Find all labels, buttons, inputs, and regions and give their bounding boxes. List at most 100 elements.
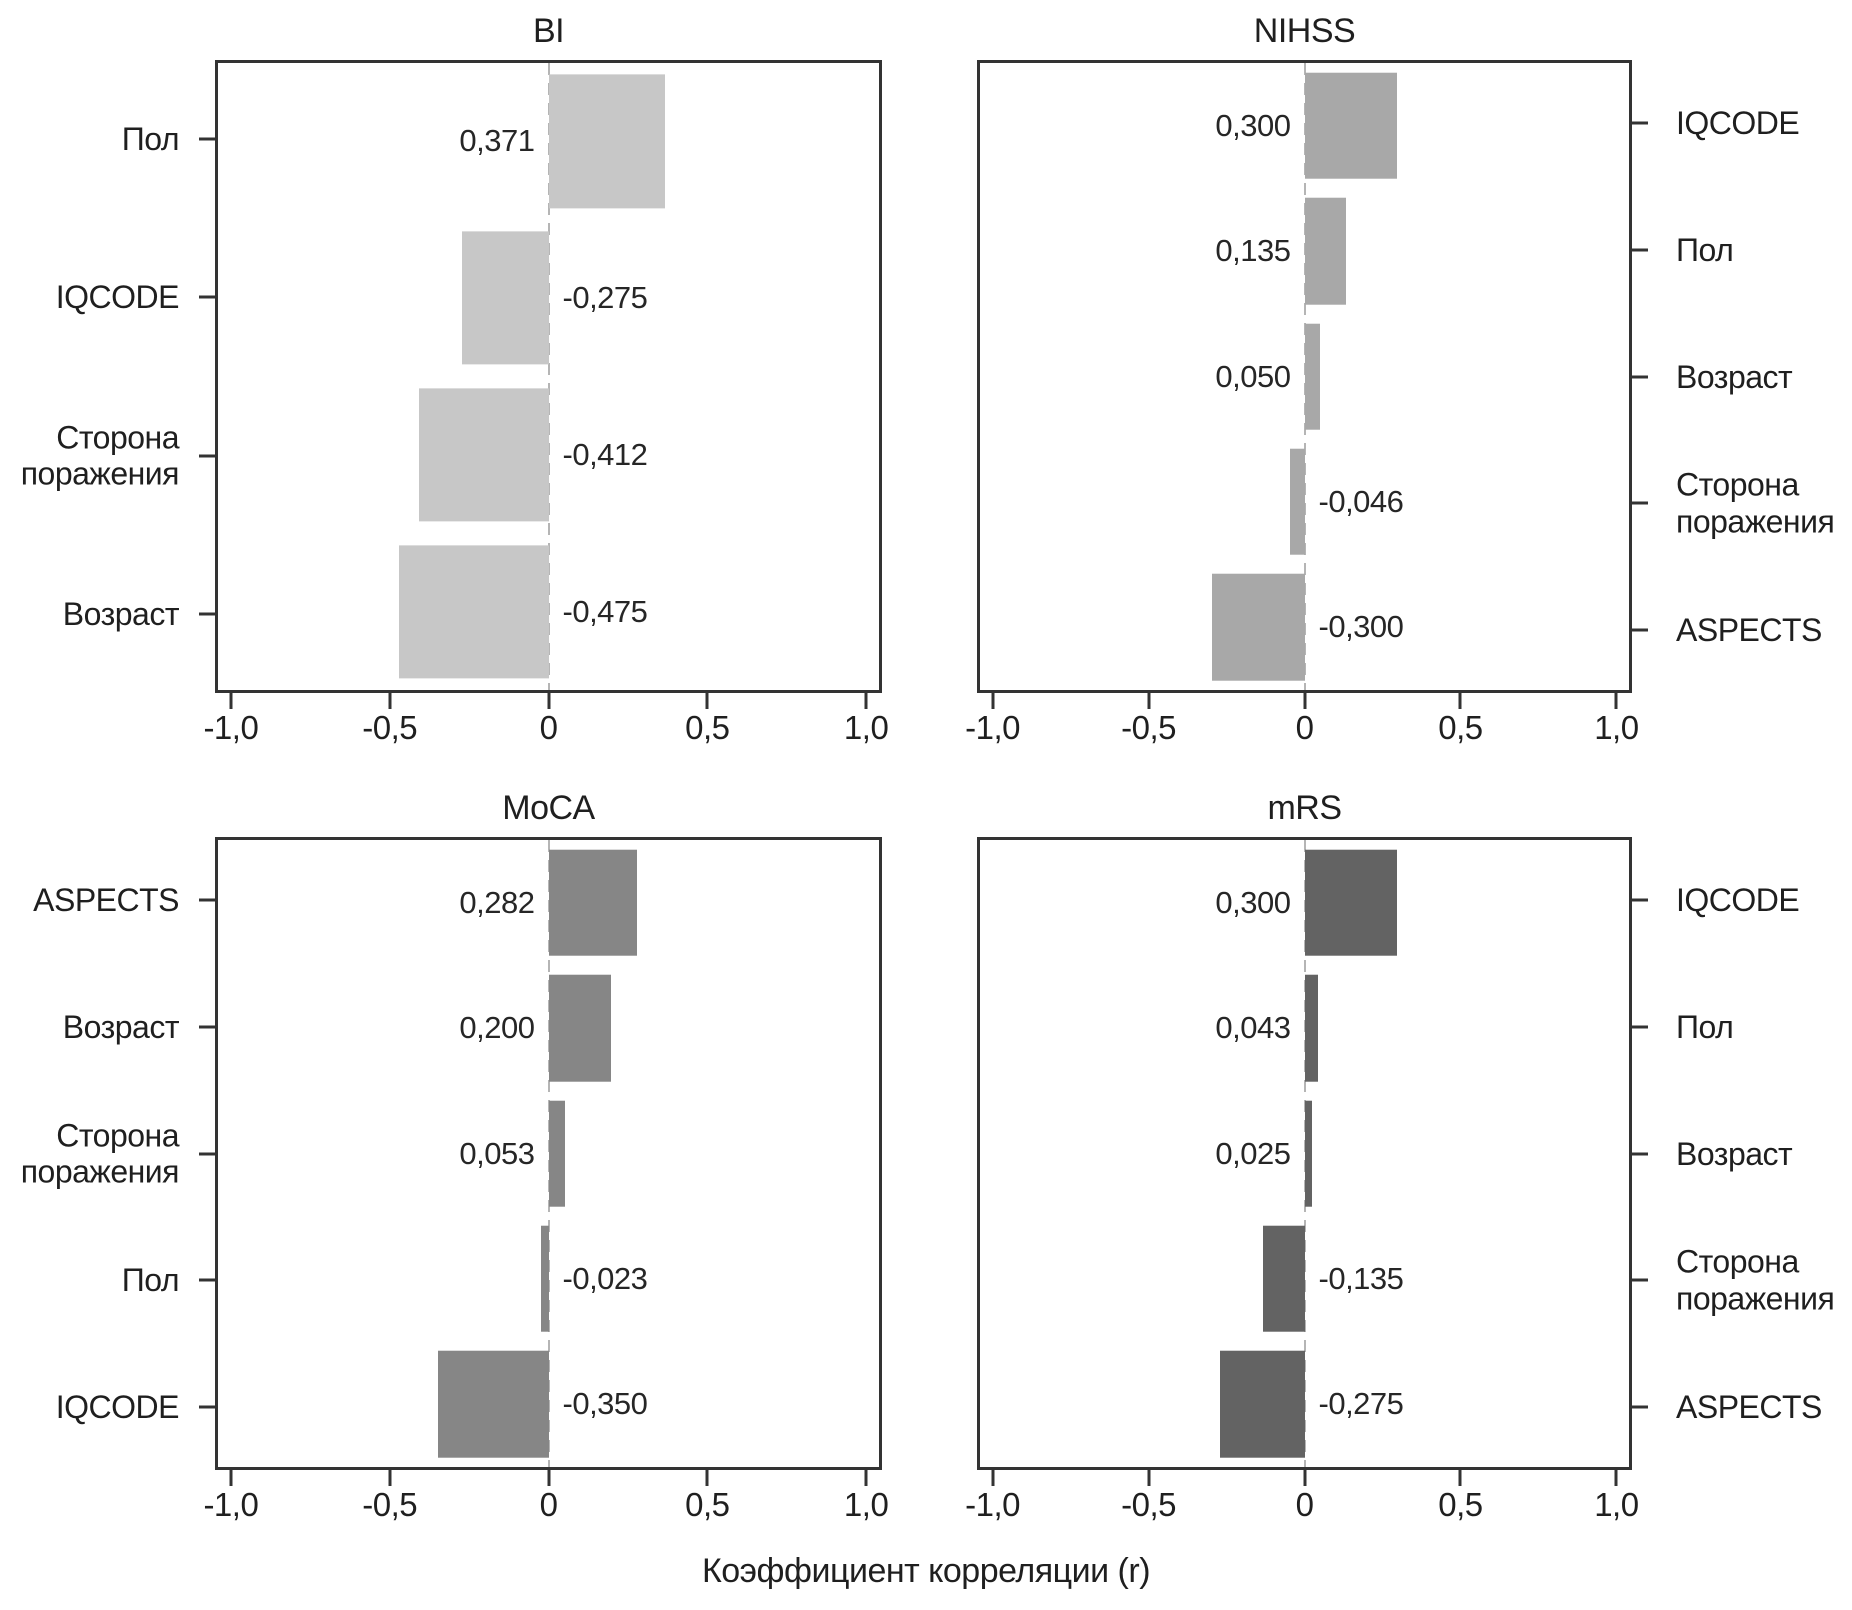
bar (438, 1351, 549, 1458)
x-axis-title: Коэффициент корреляции (r) (701, 1552, 1151, 1590)
bar (548, 974, 612, 1082)
category-label: Пол (1676, 231, 1734, 268)
category-label: IQCODE (1676, 105, 1800, 142)
category-tick-mark (1632, 898, 1648, 902)
category-label: Сторона поражения (20, 419, 180, 492)
bar (1304, 323, 1320, 430)
category-label: Возраст (62, 1008, 180, 1045)
category-tick-mark (199, 295, 215, 299)
plot-area: 0,282 0,200 0,053 -0,023 -0,350 (215, 837, 882, 1470)
category-label: IQCODE (55, 1388, 180, 1425)
x-tick-label: 0,5 (685, 709, 730, 746)
bar (1304, 974, 1318, 1082)
category-label: Пол (121, 1261, 180, 1298)
category-labels: ASPECTS Возраст Сторона поражения Пол IQCODE (0, 837, 215, 1470)
value-label: -0,046 (1318, 483, 1404, 519)
category-labels: IQCODE Пол Возраст Сторона поражения ASPECTS (1632, 60, 1852, 693)
bar (1304, 1100, 1313, 1207)
category-labels: Пол IQCODE Сторона поражения Возраст (0, 60, 215, 693)
x-axis: -1,0 -0,5 0 0,5 1,0 (203, 693, 889, 747)
value-label: -0,135 (1318, 1260, 1404, 1296)
x-tick-label: 0,5 (685, 1486, 730, 1523)
category-tick-mark (1632, 121, 1648, 125)
x-tick-label: 0,5 (1438, 1486, 1483, 1523)
x-tick-mark (229, 1470, 233, 1486)
x-tick-label: -1,0 (965, 709, 1021, 746)
x-tick-mark (864, 693, 868, 709)
value-label: -0,023 (562, 1260, 648, 1296)
chart-panel-bi: BI Пол IQCODE Сторона поражения Возраст 0,371… (0, 8, 889, 747)
x-tick-label: 1,0 (843, 1486, 889, 1523)
chart-title: mRS (1267, 789, 1342, 827)
plot-area: 0,371 -0,275 -0,412 -0,475 (215, 60, 882, 693)
value-label: -0,275 (1318, 1386, 1404, 1422)
category-tick-mark (1632, 248, 1648, 252)
category-tick-mark (199, 1405, 215, 1409)
category-tick-mark (1632, 375, 1648, 378)
value-label: 0,053 (459, 1135, 535, 1171)
x-tick-label: 0 (1295, 709, 1314, 746)
value-label: -0,275 (562, 280, 648, 316)
bar (399, 545, 549, 679)
x-tick-label: 1,0 (1594, 709, 1639, 746)
x-tick-label: -1,0 (203, 709, 259, 746)
x-tick-mark (991, 1470, 995, 1486)
value-label: -0,475 (562, 593, 648, 629)
x-tick-mark (705, 693, 709, 709)
value-label: 0,135 (1215, 233, 1291, 269)
bar (541, 1225, 549, 1333)
x-tick-mark (991, 693, 995, 709)
x-axis: -1,0 -0,5 0 0,5 1,0 (965, 1470, 1639, 1524)
chart-panel-nihss: NIHSS IQCODE Пол Возраст Сторона поражения AS… (965, 8, 1852, 747)
bar (461, 231, 549, 365)
category-label: IQCODE (55, 279, 180, 316)
category-tick-mark (199, 1025, 215, 1029)
value-label: 0,050 (1215, 358, 1291, 394)
x-tick-mark (1147, 1470, 1151, 1486)
chart-panel-moca: MoCA ASPECTS Возраст Сторона поражения Пол IQ… (0, 785, 889, 1524)
value-label: -0,412 (562, 436, 648, 472)
bar (1219, 1351, 1305, 1458)
x-tick-label: -0,5 (362, 709, 418, 746)
category-tick-mark (1632, 1152, 1648, 1155)
x-axis: -1,0 -0,5 0 0,5 1,0 (965, 693, 1639, 747)
category-label: Сторона поражения (1676, 1243, 1835, 1317)
value-label: 0,371 (459, 123, 535, 159)
zero-gridline (547, 63, 550, 690)
x-tick-mark (1147, 693, 1151, 709)
category-label: Возраст (62, 595, 180, 632)
x-tick-label: -1,0 (203, 1486, 259, 1523)
bar (1290, 448, 1305, 556)
category-tick-mark (199, 454, 215, 458)
bar (548, 74, 666, 208)
category-tick-mark (1632, 1025, 1648, 1029)
chart-panel-mrs: mRS IQCODE Пол Возраст Сторона поражения ASPE… (965, 785, 1852, 1524)
category-label: IQCODE (1676, 882, 1800, 919)
category-tick-mark (199, 612, 215, 616)
x-tick-label: 0 (539, 1486, 558, 1523)
x-tick-mark (229, 693, 233, 709)
category-label: Пол (121, 120, 180, 157)
x-tick-mark (864, 1470, 868, 1486)
plot-area: 0,300 0,135 0,050 -0,046 -0,300 (977, 60, 1632, 693)
x-tick-mark (388, 1470, 392, 1486)
x-tick-label: -0,5 (362, 1486, 418, 1523)
x-tick-label: 0 (539, 709, 558, 746)
bar (1304, 849, 1398, 956)
value-label: 0,025 (1215, 1135, 1291, 1171)
value-label: 0,200 (459, 1010, 535, 1046)
x-tick-label: -0,5 (1121, 1486, 1176, 1523)
value-label: 0,300 (1215, 884, 1291, 920)
x-tick-label: -1,0 (965, 1486, 1021, 1523)
x-tick-mark (1614, 693, 1618, 709)
x-axis: -1,0 -0,5 0 0,5 1,0 (203, 1470, 889, 1524)
category-tick-mark (1632, 1278, 1648, 1282)
x-tick-label: 1,0 (843, 709, 889, 746)
value-label: 0,282 (459, 884, 535, 920)
x-tick-mark (547, 1470, 550, 1486)
x-tick-label: 0,5 (1438, 709, 1483, 746)
x-tick-mark (547, 693, 550, 709)
category-label: ASPECTS (33, 882, 179, 919)
x-tick-label: 0 (1295, 1486, 1314, 1523)
